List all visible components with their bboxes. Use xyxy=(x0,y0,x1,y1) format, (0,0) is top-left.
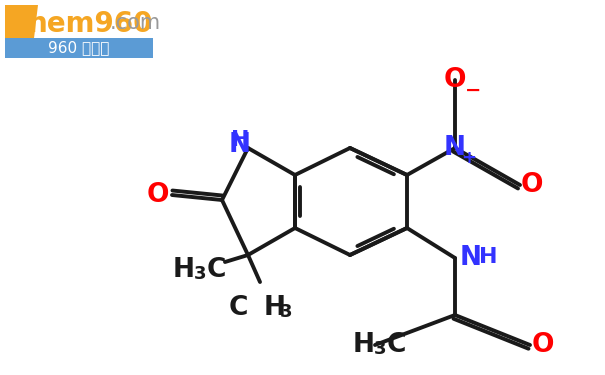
Text: H: H xyxy=(264,295,286,321)
Text: N: N xyxy=(444,135,466,161)
Text: O: O xyxy=(532,332,554,358)
Text: N: N xyxy=(460,245,482,271)
Text: C: C xyxy=(387,332,407,358)
Text: H: H xyxy=(231,130,249,150)
Text: H: H xyxy=(173,257,195,283)
Text: hem960: hem960 xyxy=(28,10,154,38)
Text: −: − xyxy=(465,81,481,99)
Text: N: N xyxy=(229,132,251,158)
Text: H: H xyxy=(353,332,375,358)
Text: +: + xyxy=(462,149,477,167)
Text: O: O xyxy=(443,67,466,93)
Text: .com: .com xyxy=(110,13,161,33)
Text: C: C xyxy=(207,257,226,283)
Text: H: H xyxy=(479,247,497,267)
Text: O: O xyxy=(521,172,543,198)
Text: 3: 3 xyxy=(374,340,387,358)
Text: 3: 3 xyxy=(194,265,206,283)
Text: C: C xyxy=(229,295,248,321)
Text: 960 化工网: 960 化工网 xyxy=(48,40,110,56)
Bar xyxy=(5,38,153,58)
Text: 3: 3 xyxy=(280,303,292,321)
Text: O: O xyxy=(147,182,169,208)
Text: C: C xyxy=(6,8,33,42)
Polygon shape xyxy=(5,5,38,55)
